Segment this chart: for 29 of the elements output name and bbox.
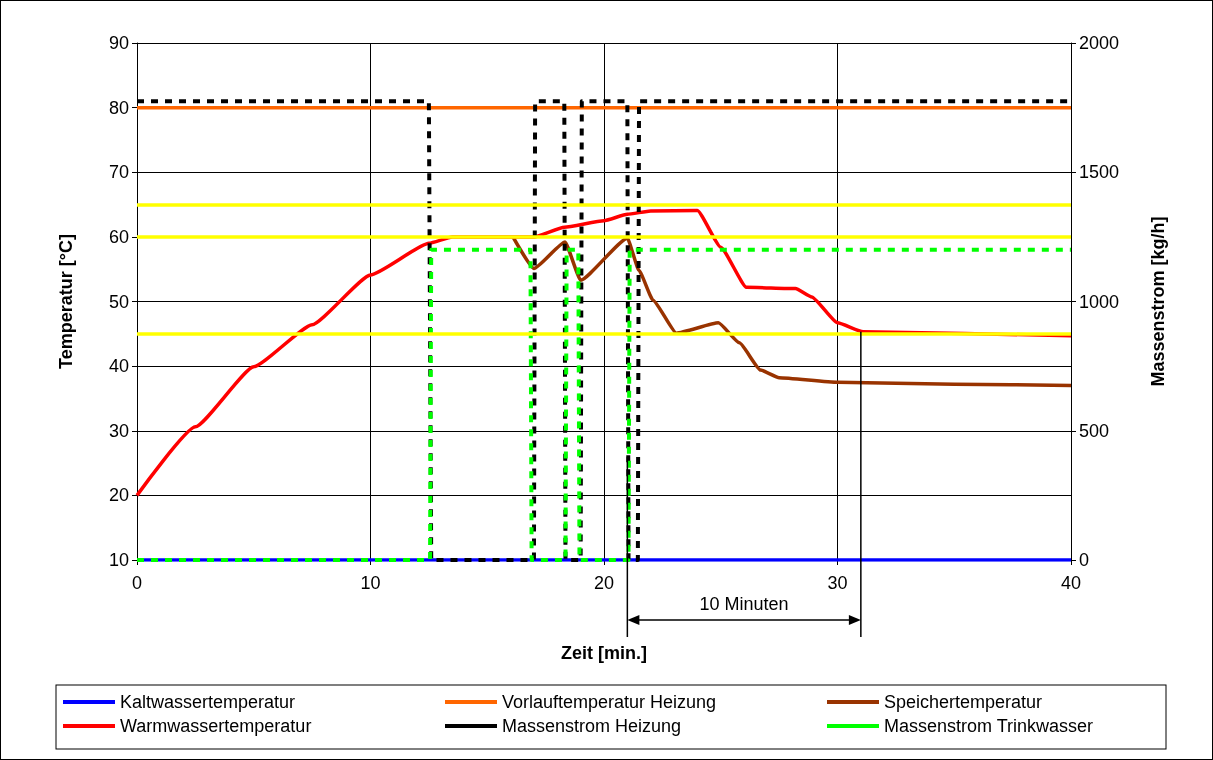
y-tick-label: 30 [108,420,129,441]
y-tick-label: 20 [108,485,129,506]
legend-label: Vorlauftemperatur Heizung [502,692,717,712]
x-tick-label: 30 [827,573,848,593]
legend-label: Massenstrom Heizung [502,716,682,736]
y2-tick-label: 500 [1079,420,1110,441]
x-tick-label: 10 [360,573,381,593]
y-tick-label: 70 [108,162,129,183]
y2-axis-title: Massenstrom [kg/h] [1148,216,1168,387]
y-tick-label: 50 [108,291,129,312]
x-tick-label: 20 [593,573,615,593]
x-tick-label: 0 [131,573,143,593]
y2-tick-label: 2000 [1079,33,1120,53]
y-tick-label: 90 [108,33,129,53]
y-tick-label: 10 [108,550,129,570]
x-axis-title: Zeit [min.] [561,643,647,663]
legend-label: Warmwassertemperatur [120,716,312,736]
y-tick-label: 60 [108,226,129,247]
y2-tick-label: 1500 [1079,162,1120,183]
y-axis-title: Temperatur [°C] [56,234,76,369]
legend-label: Speichertemperatur [884,692,1043,712]
y2-tick-label: 1000 [1079,291,1120,312]
y-tick-label: 80 [108,97,129,118]
y-tick-label: 40 [108,356,129,377]
x-tick-label: 40 [1060,573,1082,593]
legend-label: Kaltwassertemperatur [120,692,296,712]
legend-label: Massenstrom Trinkwasser [884,716,1094,736]
y2-tick-label: 0 [1079,550,1090,570]
text: 10 Minuten [699,594,789,614]
